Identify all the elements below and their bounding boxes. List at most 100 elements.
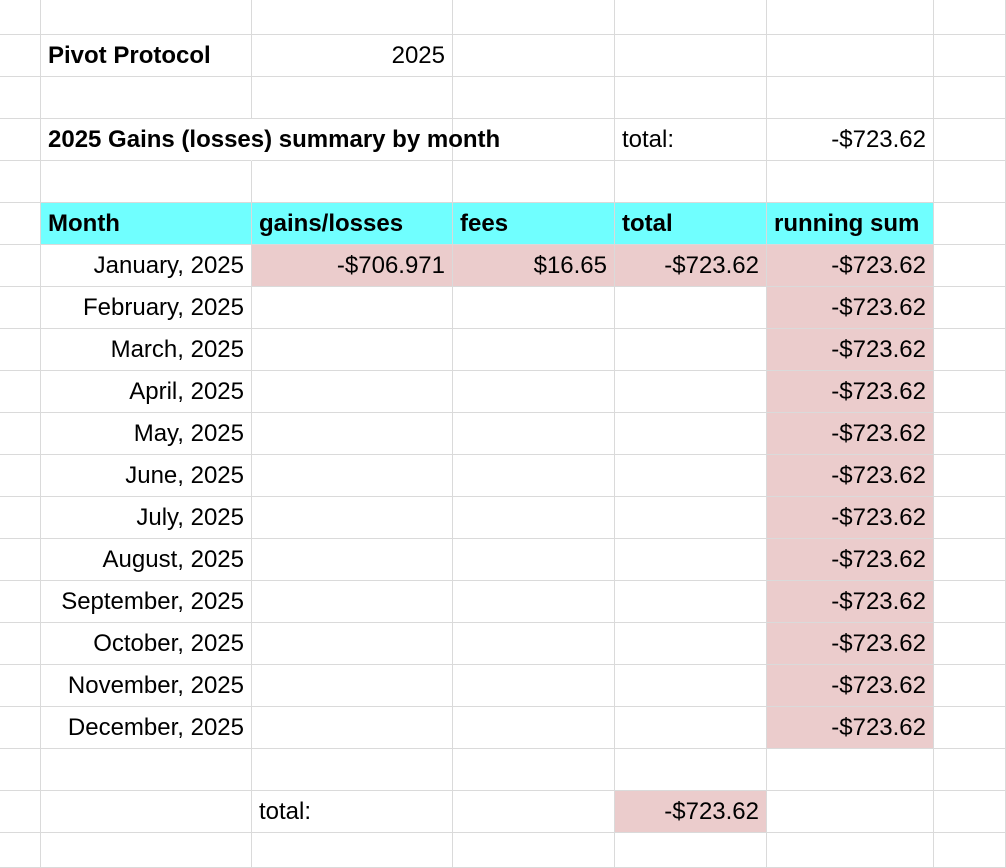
empty-cell[interactable]	[767, 77, 934, 119]
fees-cell[interactable]	[453, 497, 615, 539]
empty-cell[interactable]	[934, 413, 1006, 455]
fees-cell[interactable]	[453, 665, 615, 707]
empty-cell[interactable]	[934, 707, 1006, 749]
empty-cell[interactable]	[0, 77, 41, 119]
empty-cell[interactable]	[934, 0, 1006, 35]
total-cell[interactable]	[615, 581, 767, 623]
empty-cell[interactable]	[0, 413, 41, 455]
year-cell[interactable]: 2025	[252, 35, 453, 77]
empty-cell[interactable]	[41, 791, 252, 833]
running-sum-cell[interactable]: -$723.62	[767, 329, 934, 371]
gains-cell[interactable]	[252, 371, 453, 413]
fees-cell[interactable]	[453, 623, 615, 665]
fees-cell[interactable]	[453, 287, 615, 329]
header-total[interactable]: total	[615, 203, 767, 245]
header-fees[interactable]: fees	[453, 203, 615, 245]
gains-cell[interactable]: -$706.971	[252, 245, 453, 287]
empty-cell[interactable]	[934, 287, 1006, 329]
month-cell[interactable]: June, 2025	[41, 455, 252, 497]
empty-cell[interactable]	[0, 35, 41, 77]
total-cell[interactable]	[615, 287, 767, 329]
empty-cell[interactable]	[934, 77, 1006, 119]
fees-cell[interactable]	[453, 371, 615, 413]
total-cell[interactable]	[615, 329, 767, 371]
running-sum-cell[interactable]: -$723.62	[767, 665, 934, 707]
empty-cell[interactable]	[41, 77, 252, 119]
month-cell[interactable]: May, 2025	[41, 413, 252, 455]
gains-cell[interactable]	[252, 287, 453, 329]
empty-cell[interactable]	[453, 77, 615, 119]
gains-cell[interactable]	[252, 581, 453, 623]
empty-cell[interactable]	[0, 329, 41, 371]
empty-cell[interactable]	[934, 203, 1006, 245]
empty-cell[interactable]	[934, 35, 1006, 77]
total-cell[interactable]	[615, 413, 767, 455]
summary-total-value[interactable]: -$723.62	[767, 119, 934, 161]
cell[interactable]	[252, 119, 453, 161]
empty-cell[interactable]	[453, 833, 615, 868]
summary-total-label[interactable]: total:	[615, 119, 767, 161]
gains-cell[interactable]	[252, 329, 453, 371]
running-sum-cell[interactable]: -$723.62	[767, 455, 934, 497]
empty-cell[interactable]	[453, 0, 615, 35]
empty-cell[interactable]	[0, 287, 41, 329]
fees-cell[interactable]	[453, 413, 615, 455]
month-cell[interactable]: February, 2025	[41, 287, 252, 329]
empty-cell[interactable]	[252, 833, 453, 868]
empty-cell[interactable]	[934, 245, 1006, 287]
empty-cell[interactable]	[0, 455, 41, 497]
empty-cell[interactable]	[453, 161, 615, 203]
empty-cell[interactable]	[934, 497, 1006, 539]
empty-cell[interactable]	[615, 833, 767, 868]
empty-cell[interactable]	[934, 665, 1006, 707]
empty-cell[interactable]	[453, 791, 615, 833]
empty-cell[interactable]	[615, 0, 767, 35]
empty-cell[interactable]	[0, 497, 41, 539]
empty-cell[interactable]	[0, 371, 41, 413]
fees-cell[interactable]	[453, 329, 615, 371]
summary-title[interactable]: 2025 Gains (losses) summary by month	[41, 119, 500, 161]
month-cell[interactable]: April, 2025	[41, 371, 252, 413]
footer-total-label[interactable]: total:	[252, 791, 453, 833]
running-sum-cell[interactable]: -$723.62	[767, 287, 934, 329]
gains-cell[interactable]	[252, 497, 453, 539]
footer-total-value[interactable]: -$723.62	[615, 791, 767, 833]
empty-cell[interactable]	[252, 749, 453, 791]
empty-cell[interactable]	[0, 161, 41, 203]
running-sum-cell[interactable]: -$723.62	[767, 413, 934, 455]
sheet-title[interactable]: Pivot Protocol	[41, 35, 252, 77]
empty-cell[interactable]	[0, 707, 41, 749]
empty-cell[interactable]	[934, 623, 1006, 665]
total-cell[interactable]	[615, 497, 767, 539]
empty-cell[interactable]	[615, 161, 767, 203]
empty-cell[interactable]	[767, 0, 934, 35]
empty-cell[interactable]	[934, 749, 1006, 791]
month-cell[interactable]: January, 2025	[41, 245, 252, 287]
empty-cell[interactable]	[0, 203, 41, 245]
empty-cell[interactable]	[252, 161, 453, 203]
empty-cell[interactable]	[0, 245, 41, 287]
empty-cell[interactable]	[934, 161, 1006, 203]
empty-cell[interactable]	[0, 749, 41, 791]
running-sum-cell[interactable]: -$723.62	[767, 707, 934, 749]
empty-cell[interactable]	[41, 749, 252, 791]
empty-cell[interactable]	[615, 749, 767, 791]
gains-cell[interactable]	[252, 455, 453, 497]
empty-cell[interactable]	[453, 119, 615, 161]
total-cell[interactable]	[615, 371, 767, 413]
fees-cell[interactable]	[453, 539, 615, 581]
empty-cell[interactable]	[934, 833, 1006, 868]
month-cell[interactable]: September, 2025	[41, 581, 252, 623]
empty-cell[interactable]	[934, 329, 1006, 371]
total-cell[interactable]	[615, 707, 767, 749]
month-cell[interactable]: December, 2025	[41, 707, 252, 749]
month-cell[interactable]: November, 2025	[41, 665, 252, 707]
empty-cell[interactable]	[0, 665, 41, 707]
month-cell[interactable]: August, 2025	[41, 539, 252, 581]
fees-cell[interactable]	[453, 707, 615, 749]
gains-cell[interactable]	[252, 539, 453, 581]
header-gains-losses[interactable]: gains/losses	[252, 203, 453, 245]
total-cell[interactable]	[615, 665, 767, 707]
total-cell[interactable]	[615, 455, 767, 497]
running-sum-cell[interactable]: -$723.62	[767, 245, 934, 287]
